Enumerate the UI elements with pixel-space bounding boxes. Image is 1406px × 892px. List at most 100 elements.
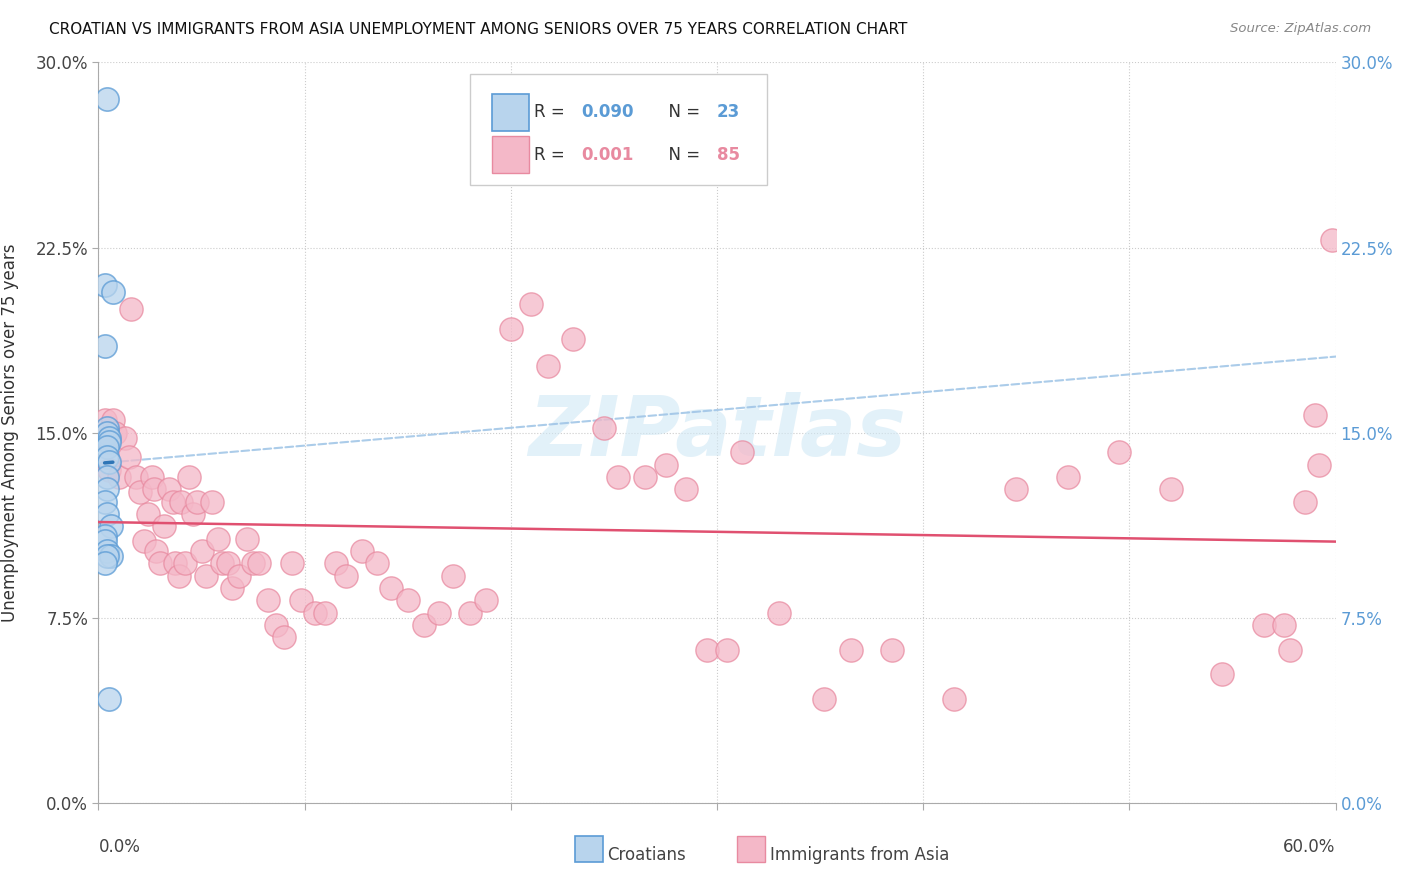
Point xyxy=(120,302,142,317)
Point xyxy=(97,462,120,476)
Point xyxy=(96,92,118,106)
Point xyxy=(97,431,120,445)
Text: Source: ZipAtlas.com: Source: ZipAtlas.com xyxy=(1230,22,1371,36)
FancyBboxPatch shape xyxy=(492,94,529,130)
Point xyxy=(104,425,127,440)
Point xyxy=(335,568,357,582)
Point xyxy=(93,494,115,508)
Point xyxy=(1272,618,1295,632)
Point xyxy=(1294,494,1316,508)
Point xyxy=(97,435,120,450)
Point xyxy=(273,631,295,645)
Point xyxy=(93,557,115,571)
Point xyxy=(201,494,224,508)
Point xyxy=(157,483,180,497)
Point xyxy=(380,581,402,595)
Point xyxy=(236,532,259,546)
Point xyxy=(537,359,560,373)
Point xyxy=(475,593,498,607)
Text: R =: R = xyxy=(534,103,569,121)
Point xyxy=(96,420,118,434)
Point xyxy=(221,581,243,595)
Point xyxy=(1308,458,1330,472)
Point xyxy=(194,568,217,582)
Point xyxy=(1303,409,1326,423)
Point xyxy=(290,593,312,607)
Point xyxy=(264,618,287,632)
Text: N =: N = xyxy=(658,146,704,164)
Point xyxy=(607,470,630,484)
Point xyxy=(1253,618,1275,632)
Point xyxy=(882,642,904,657)
Point xyxy=(93,277,115,292)
Point xyxy=(149,557,172,571)
Point xyxy=(162,494,184,508)
Point xyxy=(943,692,966,706)
Point xyxy=(675,483,697,497)
Point xyxy=(256,593,278,607)
Point xyxy=(145,544,167,558)
Point xyxy=(1211,667,1233,681)
Point xyxy=(1320,233,1343,247)
Point xyxy=(1279,642,1302,657)
Point xyxy=(413,618,436,632)
Point xyxy=(1056,470,1078,484)
Point xyxy=(96,470,118,484)
Point xyxy=(228,568,250,582)
Point xyxy=(1108,445,1130,459)
Point xyxy=(813,692,835,706)
Point xyxy=(561,332,583,346)
Text: Immigrants from Asia: Immigrants from Asia xyxy=(770,846,950,863)
Point xyxy=(101,413,124,427)
Point xyxy=(217,557,239,571)
Point xyxy=(1160,483,1182,497)
Point xyxy=(97,455,120,469)
Point xyxy=(93,339,115,353)
Point xyxy=(96,544,118,558)
Point xyxy=(458,606,481,620)
Point xyxy=(314,606,336,620)
Point xyxy=(366,557,388,571)
Text: ZIPatlas: ZIPatlas xyxy=(529,392,905,473)
Point xyxy=(96,425,118,440)
Point xyxy=(696,642,718,657)
Text: CROATIAN VS IMMIGRANTS FROM ASIA UNEMPLOYMENT AMONG SENIORS OVER 75 YEARS CORREL: CROATIAN VS IMMIGRANTS FROM ASIA UNEMPLO… xyxy=(49,22,908,37)
Point xyxy=(839,642,862,657)
Text: 0.0%: 0.0% xyxy=(98,838,141,856)
Point xyxy=(114,431,136,445)
Point xyxy=(163,557,186,571)
Text: 0.090: 0.090 xyxy=(581,103,634,121)
Point xyxy=(186,494,208,508)
Point xyxy=(207,532,229,546)
Point xyxy=(143,483,166,497)
Point xyxy=(174,557,197,571)
Point xyxy=(96,549,118,563)
Point xyxy=(118,450,141,465)
Point xyxy=(211,557,233,571)
Point xyxy=(153,519,176,533)
Point xyxy=(100,519,122,533)
Point xyxy=(141,470,163,484)
Point xyxy=(100,549,122,563)
Point xyxy=(520,297,543,311)
Point xyxy=(128,484,150,499)
Point xyxy=(247,557,270,571)
Point xyxy=(97,692,120,706)
Point xyxy=(132,534,155,549)
Point xyxy=(96,483,118,497)
Text: N =: N = xyxy=(658,103,704,121)
Text: 60.0%: 60.0% xyxy=(1284,838,1336,856)
Point xyxy=(96,507,118,521)
FancyBboxPatch shape xyxy=(492,136,529,173)
Text: 85: 85 xyxy=(717,146,740,164)
Point xyxy=(304,606,326,620)
Point xyxy=(101,285,124,299)
Point xyxy=(427,606,450,620)
Point xyxy=(93,413,115,427)
Point xyxy=(179,470,201,484)
Point xyxy=(96,450,118,465)
Point xyxy=(716,642,738,657)
Point xyxy=(352,544,374,558)
Point xyxy=(93,534,115,549)
Point xyxy=(170,494,193,508)
